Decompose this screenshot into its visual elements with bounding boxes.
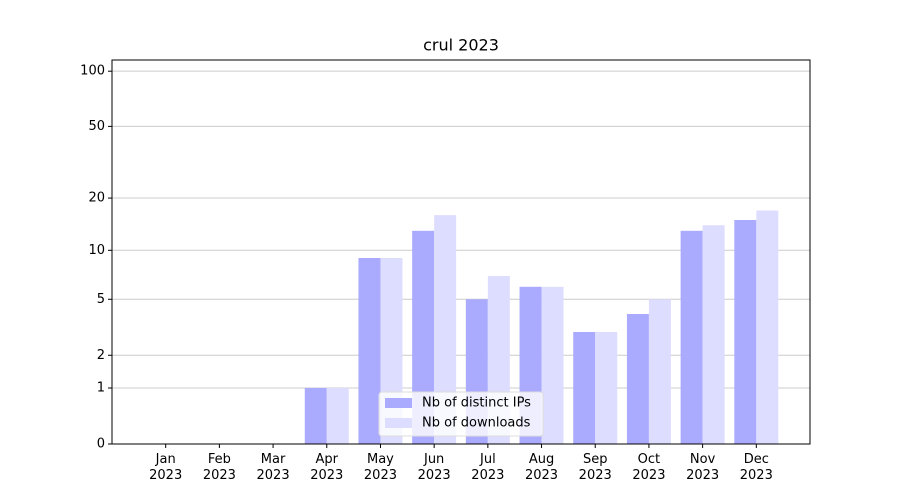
y-tick-label: 50	[88, 119, 105, 134]
x-tick-label: Mar 2023	[256, 452, 290, 483]
y-tick-label: 2	[97, 348, 105, 363]
x-tick-label: Feb 2023	[202, 452, 236, 483]
chart-title: crul 2023	[423, 36, 499, 55]
x-tick-label: Jul 2023	[471, 452, 505, 483]
x-tick-label: Nov 2023	[686, 452, 720, 483]
x-tick-label: Jun 2023	[417, 452, 451, 483]
x-tick-label: Sep 2023	[578, 452, 612, 483]
bar	[702, 225, 725, 444]
x-tick-label: Oct 2023	[632, 452, 666, 483]
bar	[626, 313, 649, 444]
legend-label: Nb of distinct IPs	[422, 396, 531, 411]
bar	[434, 215, 457, 444]
y-tick-label: 10	[88, 243, 105, 258]
x-tick-label: May 2023	[363, 452, 397, 483]
legend-swatch	[385, 398, 412, 408]
x-tick-label: Dec 2023	[739, 452, 773, 483]
x-tick-label: Jan 2023	[149, 452, 183, 483]
x-tick-label: Apr 2023	[310, 452, 344, 483]
bar	[412, 230, 435, 444]
bar	[304, 388, 327, 444]
bar	[756, 210, 779, 444]
y-tick-label: 100	[80, 64, 105, 79]
y-tick-label: 0	[97, 437, 105, 452]
legend-swatch	[385, 418, 412, 428]
bar	[326, 388, 349, 444]
bar	[595, 332, 618, 444]
bar	[573, 332, 596, 444]
x-tick-label: Aug 2023	[524, 452, 559, 483]
y-tick-label: 20	[88, 191, 105, 206]
y-tick-label: 1	[97, 381, 105, 396]
legend-label: Nb of downloads	[422, 416, 531, 431]
bar	[680, 230, 703, 444]
plot-frame	[111, 59, 811, 445]
bar	[734, 220, 757, 444]
bar	[541, 286, 564, 444]
bar	[648, 299, 671, 444]
legend-box	[378, 391, 544, 437]
bar	[358, 257, 381, 444]
y-tick-label: 5	[97, 292, 105, 307]
